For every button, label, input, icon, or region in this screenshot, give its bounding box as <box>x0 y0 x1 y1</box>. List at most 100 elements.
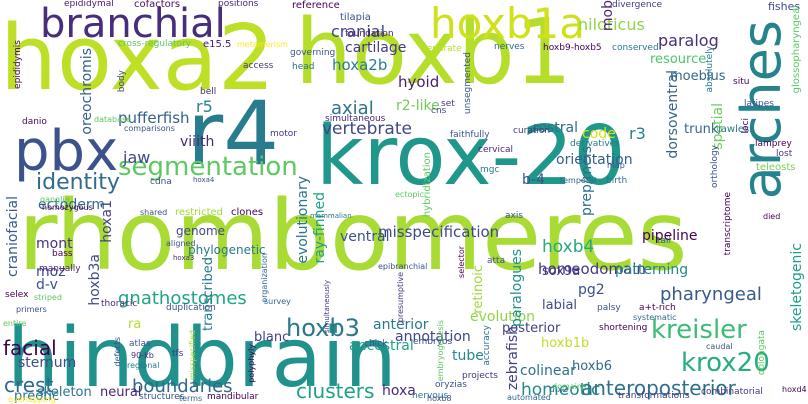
word-evolutionary: evolutionary <box>295 176 311 264</box>
word-survey: survey <box>264 297 291 306</box>
word-genome: genome <box>176 224 226 238</box>
word-orthology: orthology <box>710 145 720 188</box>
word-loci: loci <box>741 118 751 134</box>
word-phylogenetic: phylogenetic <box>188 243 266 257</box>
word-hindbrain: hindbrain <box>7 311 397 404</box>
word-evolution: evolution <box>470 309 536 325</box>
word-krox20: krox20 <box>681 348 770 378</box>
word-curation: curation <box>513 126 551 136</box>
word-lost: lost <box>776 149 793 159</box>
word-atlas: atlas <box>129 339 151 349</box>
word-a-t-rich: a+t-rich <box>639 303 676 313</box>
word-organization: organization <box>260 253 269 303</box>
word-motor: motor <box>270 129 298 139</box>
word-faithfully: faithfully <box>450 130 490 140</box>
word-divergence: divergence <box>612 0 663 10</box>
word-ectoderm: ectoderm <box>38 197 106 213</box>
word-paralogues: paralogues <box>509 249 525 327</box>
word-positions: positions <box>218 0 259 9</box>
word-posterior: posterior <box>502 321 561 336</box>
word-homozygous: homozygous <box>42 203 93 212</box>
word-mammalian: mammalian <box>310 212 352 220</box>
word-hoxb8: hoxb8 <box>427 394 452 403</box>
word-transcriptome: transcriptome <box>723 192 733 256</box>
word-colinear: colinear <box>520 363 576 379</box>
word-bass: bass <box>52 249 73 259</box>
word-vertebrate: vertebrate <box>322 119 412 139</box>
word-jaw: jaw <box>123 148 151 167</box>
word-b-4: b-4 <box>522 172 545 188</box>
word-resource: resource <box>650 52 707 67</box>
word-blanc: blanc <box>254 330 290 345</box>
word-latipes: latipes <box>744 99 774 109</box>
word-hoxb9-hoxb5: hoxb9-hoxb5 <box>543 43 602 53</box>
word-misspecified: misspecified <box>188 330 197 381</box>
word-krox-20: krox-20 <box>316 109 626 204</box>
word-tilapia: tilapia <box>340 12 371 23</box>
word-ra: ra <box>128 317 142 332</box>
word-hoxa3: hoxa3 <box>173 254 195 262</box>
word-embryogenesis: embryogenesis <box>436 320 445 382</box>
word-shortening: shortening <box>599 323 648 333</box>
word-cervical: cervical <box>478 145 513 155</box>
word-hoxd4: hoxd4 <box>782 385 807 394</box>
word-segmentation: segmentation <box>118 152 298 182</box>
word-caudal: caudal <box>706 342 733 351</box>
word-oreochromis: oreochromis <box>79 48 95 135</box>
word-ray-finned: ray-finned <box>312 192 328 264</box>
word-structures: structures <box>139 392 185 402</box>
word-simultaneous: simultaneous <box>325 114 386 124</box>
word-epididymal: epididymal <box>64 0 114 9</box>
word-ancestral: ancestral <box>349 338 414 354</box>
word-misspecification: misspecification <box>378 223 500 241</box>
word-presumptive: presumptive <box>396 272 405 323</box>
word-annotation: annotation <box>395 329 471 345</box>
word-code: code <box>582 126 616 142</box>
word-sternum: sternum <box>18 355 77 371</box>
word-rhombomeres: rhombomeres <box>18 180 688 292</box>
word-anteroposterior: anteroposterior <box>581 376 736 400</box>
word-moebius: moebius <box>670 69 726 84</box>
word-map: map <box>607 161 625 170</box>
word-terms: terms <box>179 394 203 403</box>
word-branchial: branchial <box>40 1 226 47</box>
word-pbx: pbx <box>14 119 119 184</box>
word-nervous: nervous <box>412 391 449 401</box>
word-craniofacial: craniofacial <box>5 196 21 277</box>
word-mgc: mgc <box>480 165 500 175</box>
word-embryos: embryos <box>413 337 453 347</box>
word-shared: shared <box>140 208 168 217</box>
word-conserved: conserved <box>612 43 659 53</box>
word-epibranchial: epibranchial <box>378 262 428 271</box>
word-pufferfish: pufferfish <box>118 109 190 127</box>
word-reference: reference <box>292 0 340 11</box>
word-pg2: pg2 <box>578 282 605 298</box>
word-hoxb3a: hoxb3a <box>87 254 103 306</box>
word-tail: tail <box>657 236 672 246</box>
word-pipeline: pipeline <box>642 228 698 244</box>
word-homeodomain: homeodomain <box>538 260 646 278</box>
word-jawless: jawless <box>718 124 755 135</box>
word-situ: situ <box>733 77 750 87</box>
word-r4: r4 <box>187 82 280 185</box>
word-nerves: nerves <box>494 42 525 52</box>
word-hoxb6: hoxb6 <box>572 359 613 374</box>
word-e15-5: e15.5 <box>203 39 232 50</box>
word-cranial: cranial <box>331 22 386 41</box>
word-identity: identity <box>36 170 120 195</box>
word-transcribed: transcribed <box>201 257 216 332</box>
word-overlapping: overlapping <box>8 395 56 404</box>
word-oblongata: oblongata <box>757 330 767 376</box>
word-hoxb4: hoxb4 <box>542 237 595 257</box>
word-hybridization: hybridization <box>422 152 433 218</box>
word-hoxa2: hoxa2 <box>0 6 276 111</box>
word-ventral: ventral <box>340 229 390 245</box>
word-metamerism: metamerism <box>237 40 288 49</box>
word-neural: neural <box>100 385 142 400</box>
word-axis: axis <box>505 211 524 221</box>
word-hoxb1a: hoxb1a <box>430 0 585 48</box>
word-axial: axial <box>331 98 374 119</box>
word-bell: bell <box>200 87 217 97</box>
word-cdna: cdna <box>150 177 172 187</box>
